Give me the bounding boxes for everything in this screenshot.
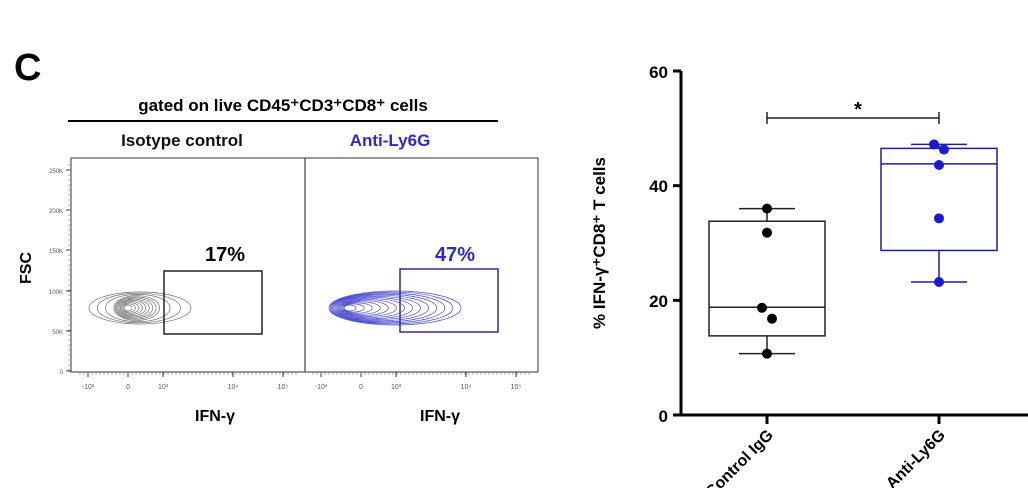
data-point (762, 203, 772, 214)
y-axis-label: % IFN-γ⁺CD8⁺ T cells (590, 157, 609, 329)
x-tick-label: -10³ (315, 384, 328, 391)
x-tick-label: 0 (126, 384, 130, 391)
y-tick-label: 0 (60, 370, 64, 376)
x-tick-label: 10⁵ (278, 384, 289, 391)
x-tick-label: 10⁵ (511, 384, 522, 391)
y-tick-label: 150K (49, 249, 63, 255)
contour-line-isotype (119, 301, 143, 315)
contour-plots (88, 290, 462, 326)
y-tick-label: 250K (49, 169, 63, 175)
contour-line-anti-ly6g (343, 304, 357, 312)
contour-line-isotype (121, 302, 140, 314)
gate-percent-anti-ly6g: 47% (435, 244, 475, 266)
data-point (934, 160, 944, 171)
contour-line-anti-ly6g (335, 297, 413, 319)
contour-line-isotype (114, 296, 157, 320)
data-point (762, 348, 772, 359)
flow-axes: 250K 200K 150K 100K 50K 0 -10³ 0 10³ 10⁴ 10⁵ -10³ 0 1… (49, 157, 539, 391)
x-tick-label: 0 (359, 384, 363, 391)
contour-line-anti-ly6g (341, 302, 373, 314)
data-point (767, 313, 777, 324)
contour-line-isotype (123, 304, 133, 312)
gate-isotype[interactable] (163, 270, 263, 335)
flow-frame-isotype (70, 157, 306, 373)
gate-percent-isotype: 17% (205, 244, 245, 266)
contour-line-anti-ly6g (333, 294, 430, 322)
contour-line-isotype (113, 295, 160, 321)
y-tick-label: 100K (49, 290, 63, 296)
significance-star: * (854, 99, 862, 121)
contour-line-anti-ly6g (332, 293, 438, 323)
y-tick-40: 40 (649, 177, 668, 196)
box (708, 220, 826, 337)
data-point (934, 213, 944, 224)
contour-line-isotype (122, 303, 136, 313)
gate-anti-ly6g[interactable] (399, 268, 499, 333)
panel-title-anti-ly6g: Anti-Ly6G (350, 131, 431, 150)
panel-label: C (14, 47, 41, 89)
data-point (762, 227, 772, 238)
y-tick-label: 50K (52, 330, 63, 336)
x-tick-label: 10³ (158, 384, 169, 391)
contour-line-anti-ly6g (342, 303, 365, 313)
flow-frame-anti-ly6g (304, 157, 539, 373)
gating-header: gated on live CD45⁺CD3⁺CD8⁺ cells (138, 96, 428, 115)
y-tick-60: 60 (649, 63, 668, 82)
x-tick-label: 10³ (391, 384, 402, 391)
x-tick-control: Control IgG (703, 427, 777, 488)
data-point (934, 276, 944, 287)
contour-line-isotype (96, 292, 181, 324)
contour-line-anti-ly6g (336, 298, 405, 318)
contour-line-isotype (117, 298, 150, 318)
contour-line-isotype (88, 291, 192, 325)
data-point (929, 139, 939, 150)
contour-line-isotype (118, 299, 147, 317)
box-plot (673, 69, 1028, 424)
fsc-axis-label: FSC (18, 252, 35, 284)
contour-line-anti-ly6g (334, 296, 421, 320)
contour-line-isotype (105, 294, 171, 322)
contour-line-anti-ly6g (330, 292, 446, 324)
x-tick-anti-ly6g: Anti-Ly6G (883, 427, 949, 488)
contour-line-anti-ly6g (329, 291, 454, 325)
contour-line-isotype (116, 297, 154, 319)
x-label-isotype: IFN-γ (195, 408, 235, 425)
y-tick-label: 200K (49, 209, 63, 215)
y-tick-20: 20 (649, 292, 668, 311)
data-point (939, 144, 949, 155)
panel-title-isotype: Isotype control (121, 131, 243, 150)
contour-line-anti-ly6g (328, 290, 462, 326)
y-tick-0: 0 (659, 407, 668, 426)
contour-line-anti-ly6g (340, 301, 381, 315)
x-tick-label: -10³ (82, 384, 95, 391)
x-label-anti-ly6g: IFN-γ (420, 408, 460, 425)
contour-line-anti-ly6g (339, 300, 389, 316)
x-tick-label: 10⁴ (461, 384, 472, 391)
contour-line-anti-ly6g (337, 299, 397, 317)
x-tick-label: 10⁴ (228, 384, 239, 391)
data-point (757, 302, 767, 313)
